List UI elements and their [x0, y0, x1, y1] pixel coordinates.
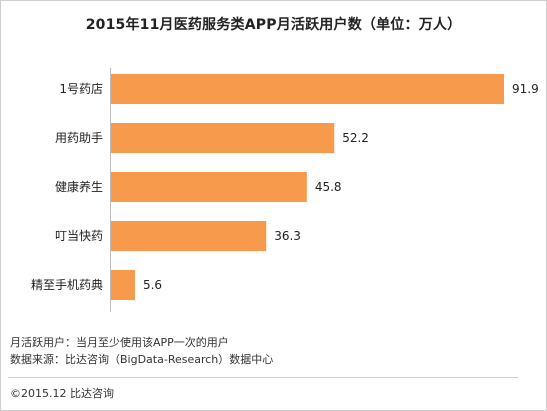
definition-note: 月活跃用户：当月至少使用该APP一次的用户 — [10, 336, 229, 349]
category-label-5: 精至手机药典 — [31, 278, 103, 292]
category-label-2: 用药助手 — [55, 131, 103, 145]
category-label-4: 叮当快药 — [55, 229, 103, 243]
bar-3 — [111, 172, 307, 202]
source-note: 数据来源：比达咨询（BigData-Research）数据中心 — [10, 353, 274, 366]
chart-title: 2015年11月医药服务类APP月活跃用户数（单位：万人） — [85, 17, 462, 33]
bar-2 — [111, 123, 335, 153]
value-label-3: 45.8 — [315, 180, 342, 194]
value-label-5: 5.6 — [143, 278, 162, 292]
footer-divider — [8, 377, 518, 378]
bar-5 — [111, 270, 135, 300]
value-label-4: 36.3 — [274, 229, 301, 243]
bar-1 — [111, 74, 504, 104]
value-label-2: 52.2 — [342, 131, 369, 145]
category-label-3: 健康养生 — [55, 179, 103, 194]
copyright-text: ©2015.12 比达咨询 — [10, 387, 114, 400]
bar-4 — [111, 221, 267, 251]
value-label-1: 91.9 — [512, 82, 539, 96]
category-label-1: 1号药店 — [59, 82, 103, 96]
